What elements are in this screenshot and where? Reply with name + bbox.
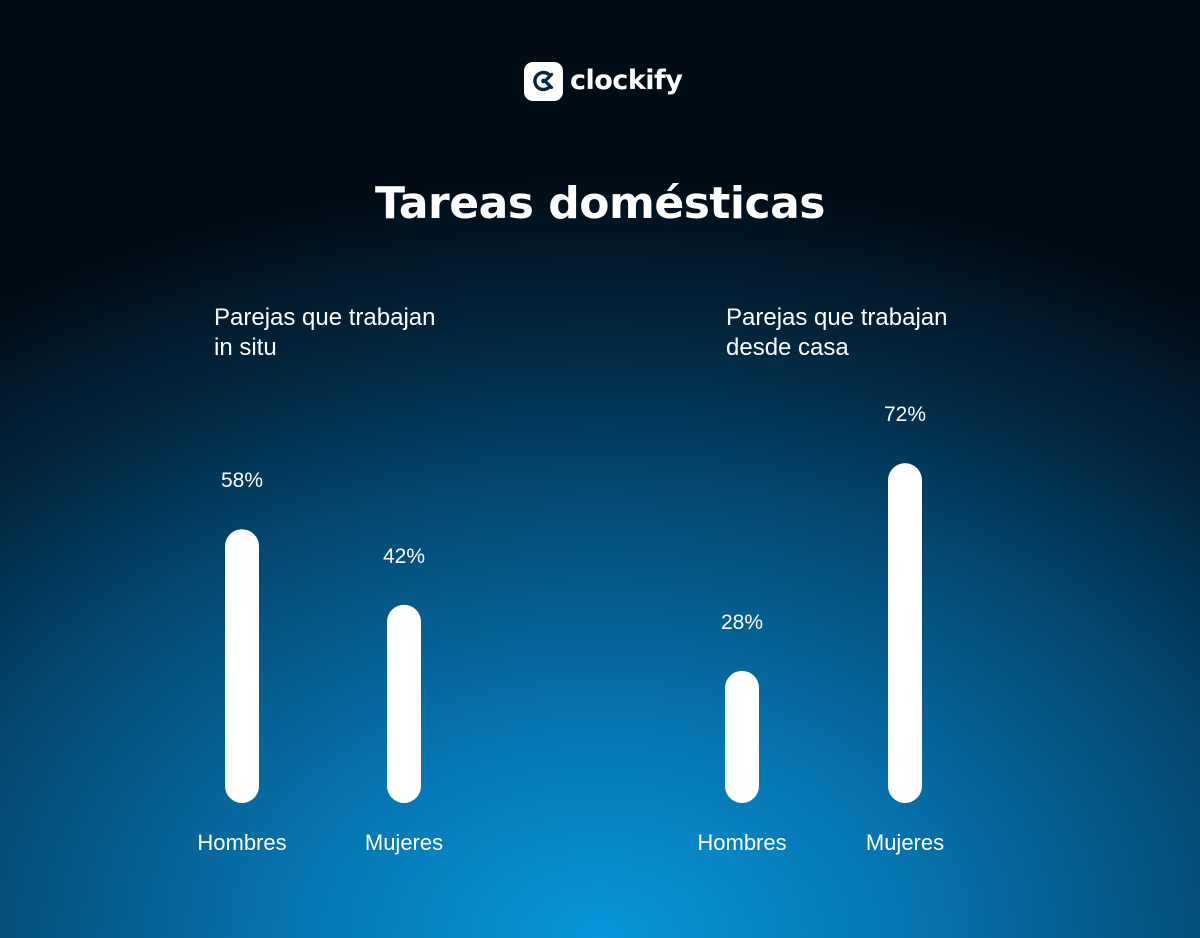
value-label-left-mujeres: 42% [383, 545, 425, 568]
page-title: Tareas domésticas [375, 178, 825, 229]
brand-logo: clockify [524, 61, 683, 101]
category-label-left-hombres: Hombres [197, 830, 286, 855]
value-label-right-hombres: 28% [721, 611, 763, 634]
category-label-right-hombres: Hombres [697, 830, 786, 855]
bar-left-mujeres [387, 604, 421, 803]
bar-right-mujeres [888, 463, 922, 803]
bar-left-hombres [225, 529, 259, 803]
category-label-left-mujeres: Mujeres [365, 830, 443, 855]
brand-name: clockify [570, 65, 683, 96]
category-label-right-mujeres: Mujeres [866, 830, 944, 855]
value-label-left-hombres: 58% [221, 469, 263, 492]
clockify-logo-glyph [532, 70, 553, 92]
clockify-logo-icon [524, 61, 563, 101]
bar-right-hombres [725, 670, 759, 803]
value-label-right-mujeres: 72% [884, 403, 926, 426]
chart-title-right: Parejas que trabajan desde casa [726, 304, 948, 361]
chart-title-left: Parejas que trabajan in situ [214, 304, 436, 361]
